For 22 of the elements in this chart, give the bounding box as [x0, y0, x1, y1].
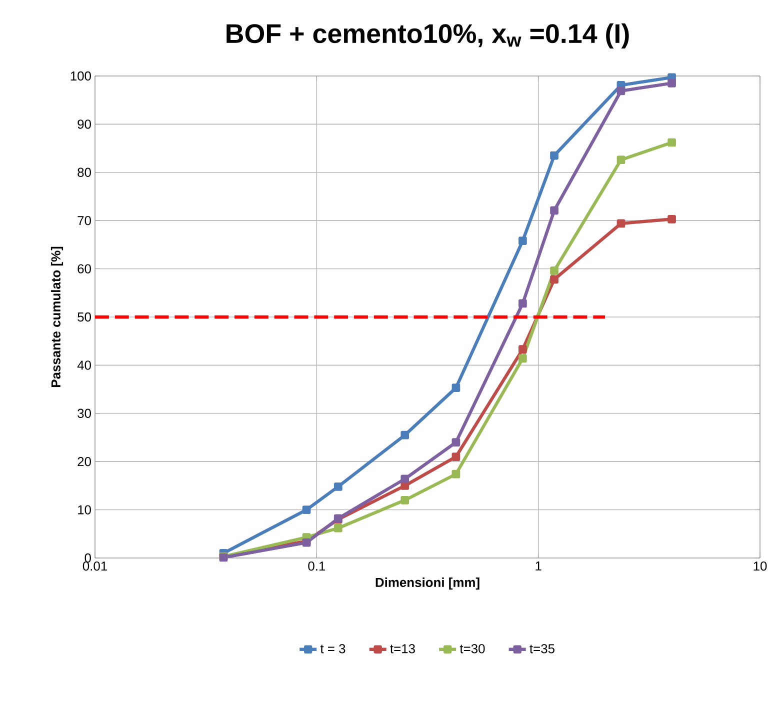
y-tick-label: 40	[77, 360, 91, 370]
y-tick-label: 50	[78, 312, 91, 322]
y-tick-label: 30	[78, 408, 91, 418]
legend-label: t = 3	[320, 644, 346, 654]
y-tick-label: 0	[84, 553, 91, 563]
y-tick-label: 90	[78, 120, 91, 129]
x-tick-label: 0.01	[82, 562, 107, 571]
y-tick-label: 60	[78, 264, 91, 274]
x-axis-title: Dimensioni [mm]	[376, 578, 480, 590]
chart-title: BOF + cemento10%, x$_{w}$ =0.14 (I)	[226, 23, 629, 48]
y-tick-label: 100	[70, 71, 91, 81]
x-tick-label: 1	[536, 562, 542, 570]
x-tick-label: 10	[754, 562, 767, 571]
legend-label: t=35	[530, 644, 554, 654]
y-axis-title: Passante cumulato [%]	[50, 246, 64, 388]
y-tick-label: 80	[78, 168, 91, 177]
y-tick-label: 70	[78, 216, 91, 226]
x-tick-label: 0.1	[308, 562, 326, 571]
y-tick-label: 20	[78, 456, 91, 466]
legend-label: t=30	[460, 644, 485, 654]
y-tick-label: 10	[78, 505, 91, 514]
legend-label: t=13	[390, 644, 415, 654]
